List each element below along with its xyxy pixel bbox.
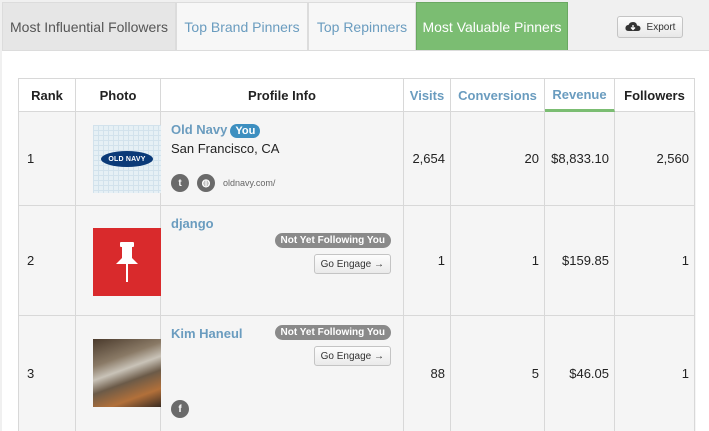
visits-cell: 1 <box>404 206 451 316</box>
conversions-cell: 1 <box>451 206 545 316</box>
header-rank: Rank <box>19 79 76 112</box>
profile-cell: Old Navy You San Francisco, CA t ◍ oldnav… <box>161 112 404 206</box>
not-following-badge: Not Yet Following You <box>274 325 391 340</box>
revenue-cell: $8,833.10 <box>545 112 615 206</box>
header-conversions[interactable]: Conversions <box>451 79 545 112</box>
table-row: 3 Kim Haneul Not Yet Following You Go En… <box>19 316 696 431</box>
conversions-cell: 20 <box>451 112 545 206</box>
social-links: t ◍ oldnavy.com/ <box>171 174 275 192</box>
go-engage-button[interactable]: Go Engage → <box>313 254 391 274</box>
go-engage-button[interactable]: Go Engage → <box>313 346 391 366</box>
header-profile-info: Profile Info <box>161 79 404 112</box>
rank-cell: 2 <box>19 206 76 316</box>
table-row: 1 OLD NAVY Old Navy You San Francisco, CA… <box>19 112 696 206</box>
header-revenue[interactable]: Revenue <box>545 79 615 112</box>
header-followers: Followers <box>615 79 695 112</box>
social-links: f <box>171 400 189 418</box>
avatar[interactable] <box>93 339 161 407</box>
profile-cell: django Not Yet Following You Go Engage → <box>161 206 404 316</box>
revenue-cell: $159.85 <box>545 206 615 316</box>
old-navy-logo: OLD NAVY <box>101 151 153 167</box>
revenue-cell: $46.05 <box>545 316 615 431</box>
profile-name: Old Navy <box>171 122 228 137</box>
tab-most-valuable-pinners[interactable]: Most Valuable Pinners <box>416 2 568 50</box>
photo-cell <box>76 206 161 316</box>
profile-name[interactable]: django <box>171 216 214 231</box>
rank-cell: 3 <box>19 316 76 431</box>
profile-location: San Francisco, CA <box>171 141 280 156</box>
export-label: Export <box>646 21 676 33</box>
not-following-badge: Not Yet Following You <box>274 233 391 248</box>
facebook-icon[interactable]: f <box>171 400 189 418</box>
export-button[interactable]: Export <box>617 16 683 38</box>
conversions-cell: 5 <box>451 316 545 431</box>
header-visits[interactable]: Visits <box>404 79 451 112</box>
visits-cell: 88 <box>404 316 451 431</box>
followers-cell: 2,560 <box>615 112 695 206</box>
website-link[interactable]: oldnavy.com/ <box>223 178 276 188</box>
cloud-download-icon <box>624 22 641 31</box>
tab-top-repinners[interactable]: Top Repinners <box>308 2 416 50</box>
photo-cell: OLD NAVY <box>76 112 161 206</box>
pinners-table: Rank Photo Profile Info Visits Conversio… <box>18 78 696 431</box>
tab-bar: Most Influential Followers Top Brand Pin… <box>0 0 709 52</box>
rank-cell: 1 <box>19 112 76 206</box>
tab-top-brand-pinners[interactable]: Top Brand Pinners <box>176 2 308 50</box>
globe-icon[interactable]: ◍ <box>197 174 215 192</box>
profile-name-link[interactable]: Old Navy You <box>171 122 261 138</box>
profile-cell: Kim Haneul Not Yet Following You Go Enga… <box>161 316 404 431</box>
avatar[interactable] <box>93 228 161 296</box>
visits-cell: 2,654 <box>404 112 451 206</box>
table-row: 2 django Not Yet Following You Go Engage… <box>19 206 696 316</box>
twitter-icon[interactable]: t <box>171 174 189 192</box>
pushpin-icon <box>116 242 138 282</box>
profile-name[interactable]: Kim Haneul <box>171 326 243 341</box>
avatar[interactable]: OLD NAVY <box>93 125 161 193</box>
you-badge: You <box>230 124 261 138</box>
tab-most-influential-followers[interactable]: Most Influential Followers <box>2 2 176 50</box>
header-photo: Photo <box>76 79 161 112</box>
photo-cell <box>76 316 161 431</box>
followers-cell: 1 <box>615 206 695 316</box>
followers-cell: 1 <box>615 316 695 431</box>
